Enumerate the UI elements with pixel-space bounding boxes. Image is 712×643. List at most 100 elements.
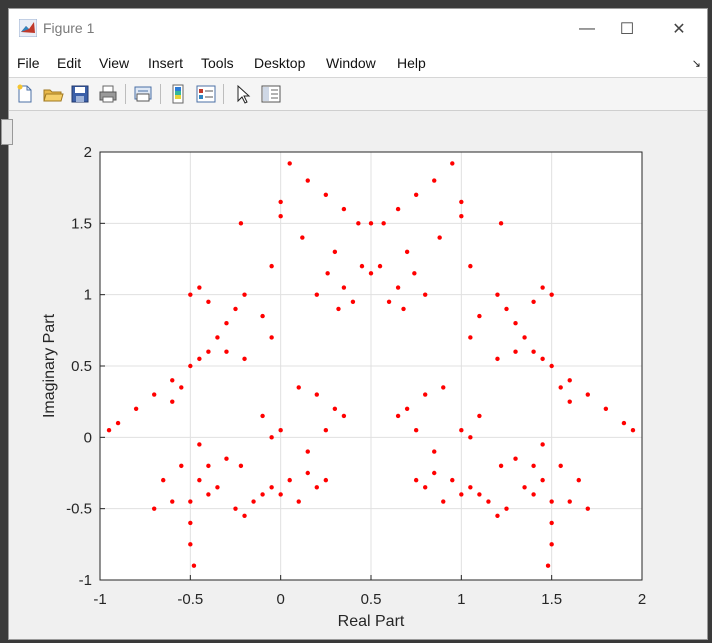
- data-point: [170, 378, 175, 383]
- data-point: [531, 492, 536, 497]
- data-point: [305, 178, 310, 183]
- data-point: [432, 470, 437, 476]
- data-point: [441, 499, 446, 504]
- y-tick-label: -0.5: [66, 501, 92, 518]
- data-point: [269, 435, 274, 440]
- data-point: [238, 463, 244, 469]
- toolbar-separator: [125, 84, 126, 104]
- data-point: [423, 485, 428, 490]
- y-tick-label: -1: [79, 572, 92, 589]
- data-point: [224, 321, 229, 326]
- data-point: [206, 299, 211, 304]
- menu-help[interactable]: Help: [397, 55, 426, 71]
- data-point: [423, 392, 428, 397]
- data-point: [498, 221, 504, 226]
- data-point: [332, 406, 338, 411]
- data-point: [404, 406, 410, 411]
- data-point: [224, 456, 229, 461]
- x-tick-label: 2: [638, 591, 646, 608]
- menu-edit[interactable]: Edit: [57, 55, 82, 71]
- data-point: [188, 292, 193, 297]
- data-point: [567, 378, 572, 383]
- maximize-button[interactable]: ☐: [609, 17, 645, 41]
- data-point: [495, 356, 500, 362]
- data-point: [179, 385, 184, 390]
- data-point: [459, 214, 464, 219]
- data-point: [412, 271, 417, 276]
- data-point: [314, 485, 319, 490]
- data-point: [350, 299, 356, 304]
- data-point: [287, 477, 292, 483]
- data-point: [477, 413, 482, 419]
- data-point: [368, 271, 374, 276]
- close-button[interactable]: ✕: [661, 17, 697, 41]
- data-point: [206, 492, 211, 497]
- data-point: [314, 392, 319, 397]
- data-point: [152, 392, 157, 397]
- data-point: [540, 356, 545, 362]
- data-point: [450, 477, 455, 483]
- y-tick-label: 1.5: [71, 215, 92, 232]
- toolbar-separator: [160, 84, 161, 104]
- figure-toolbar: [9, 77, 707, 111]
- data-point: [567, 399, 572, 404]
- data-point: [233, 306, 238, 312]
- data-point: [356, 221, 361, 226]
- link-plot-icon[interactable]: [132, 83, 154, 105]
- edit-plot-arrow-icon[interactable]: [232, 83, 254, 105]
- open-file-icon[interactable]: [42, 83, 64, 105]
- data-point: [513, 321, 518, 326]
- data-point: [459, 428, 464, 433]
- property-inspector-icon[interactable]: [260, 83, 282, 105]
- save-icon[interactable]: [69, 83, 91, 105]
- data-point: [495, 513, 500, 518]
- data-point: [395, 413, 401, 419]
- x-tick-label: -0.5: [177, 591, 203, 608]
- menu-desktop[interactable]: Desktop: [254, 55, 306, 71]
- title-bar[interactable]: Figure 1 — ☐ ✕: [9, 9, 707, 49]
- data-point: [161, 477, 166, 483]
- menu-insert[interactable]: Insert: [148, 55, 184, 71]
- data-point: [242, 356, 247, 362]
- data-point: [323, 192, 329, 197]
- data-point: [468, 263, 473, 269]
- y-tick-label: 0: [84, 429, 92, 446]
- data-point: [549, 499, 554, 504]
- print-icon[interactable]: [97, 83, 119, 105]
- data-point: [287, 161, 292, 166]
- data-point: [206, 463, 211, 469]
- data-point: [401, 306, 406, 312]
- data-point: [477, 492, 482, 497]
- data-point: [106, 428, 112, 433]
- data-point: [576, 477, 581, 483]
- data-point: [197, 356, 202, 362]
- data-point: [314, 292, 319, 297]
- menu-view[interactable]: View: [99, 55, 130, 71]
- insert-colorbar-icon[interactable]: [167, 83, 189, 105]
- new-figure-icon[interactable]: [14, 83, 36, 105]
- data-point: [260, 313, 265, 319]
- minimize-icon: —: [579, 20, 595, 37]
- data-point: [395, 285, 401, 290]
- data-point: [432, 178, 437, 183]
- data-point: [603, 406, 609, 411]
- x-tick-label: 1.5: [541, 591, 562, 608]
- menu-tools[interactable]: Tools: [201, 55, 234, 71]
- data-point: [260, 492, 265, 497]
- menu-window[interactable]: Window: [326, 55, 376, 71]
- dock-arrow-icon[interactable]: ↘: [691, 58, 701, 70]
- data-point: [170, 499, 175, 504]
- data-point: [152, 506, 157, 511]
- menu-file[interactable]: File: [17, 55, 40, 71]
- data-point: [621, 420, 627, 426]
- window-title: Figure 1: [43, 20, 95, 36]
- side-panel-tab[interactable]: [1, 119, 13, 145]
- data-point: [332, 249, 338, 255]
- data-point: [170, 399, 175, 404]
- data-point: [504, 506, 509, 511]
- data-point: [423, 292, 428, 297]
- data-point: [504, 306, 509, 312]
- insert-legend-icon[interactable]: [195, 83, 217, 105]
- data-point: [325, 271, 330, 276]
- minimize-button[interactable]: —: [569, 17, 605, 41]
